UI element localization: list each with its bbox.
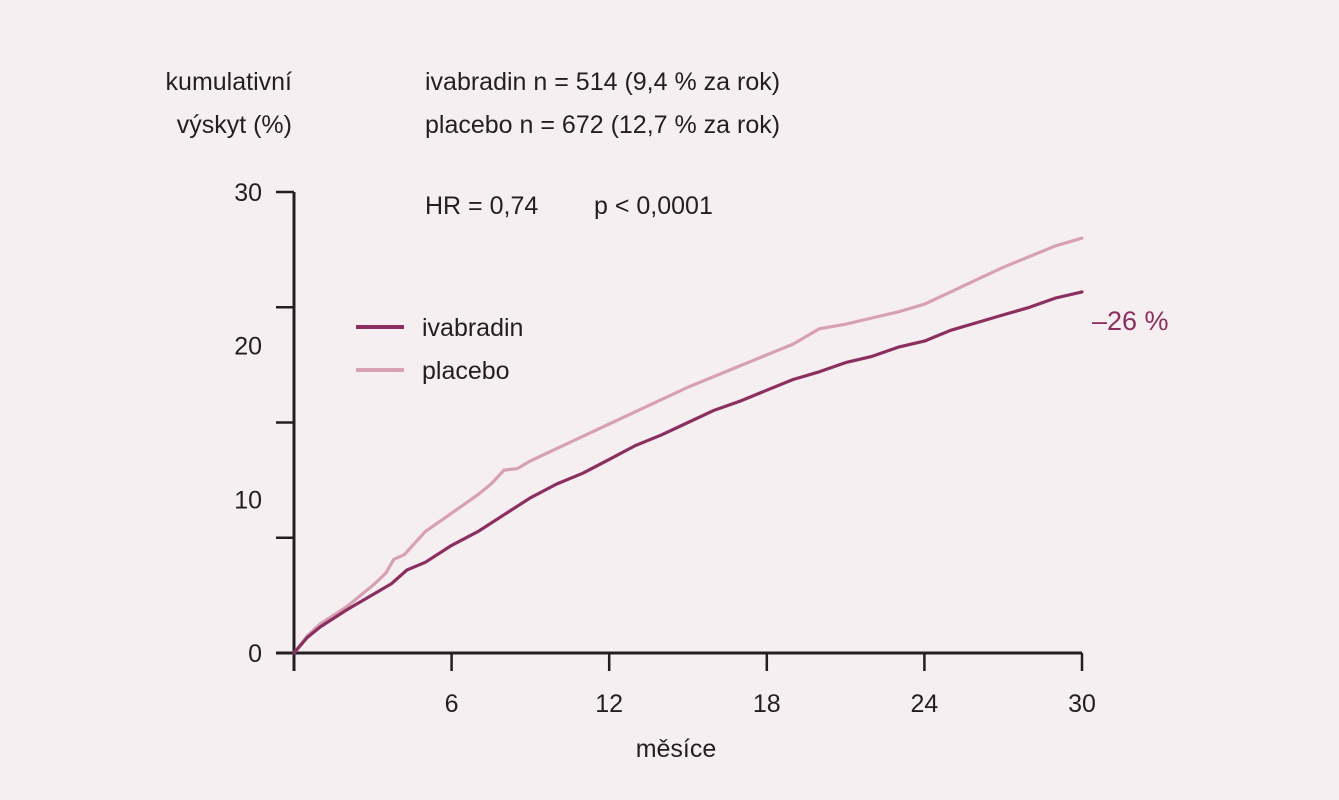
x-tick-label: 30: [1068, 690, 1096, 718]
x-tick-label: 18: [753, 690, 781, 718]
x-axis-label: měsíce: [636, 735, 717, 763]
series-lines: [292, 236, 1084, 655]
x-tick-label: 12: [595, 690, 623, 718]
series-line-ivabradin: [292, 290, 1084, 655]
y-axis-label-line1: kumulativní: [166, 68, 292, 96]
x-tick-label: 6: [445, 690, 459, 718]
reduction-annotation: –26 %: [1092, 306, 1169, 336]
y-tick-label: 0: [248, 640, 262, 668]
y-axis-label-line2: výskyt (%): [177, 111, 292, 139]
info-line-placebo: placebo n = 672 (12,7 % za rok): [425, 111, 780, 139]
legend-label-ivabradin: ivabradin: [422, 314, 523, 342]
y-tick-label: 20: [234, 333, 262, 361]
hazard-ratio-text: HR = 0,74: [425, 192, 538, 220]
x-tick-label: 24: [910, 690, 938, 718]
info-line-ivabradin: ivabradin n = 514 (9,4 % za rok): [425, 68, 780, 96]
y-tick-label: 30: [234, 179, 262, 207]
axis-ticks: 0 10 20 30 6 12 18 24 30: [234, 179, 1096, 718]
legend-label-placebo: placebo: [422, 357, 510, 385]
series-line-placebo: [292, 236, 1084, 655]
legend: ivabradin placebo: [356, 314, 523, 385]
p-value-text: p < 0,0001: [594, 192, 713, 220]
y-tick-label: 10: [234, 486, 262, 514]
